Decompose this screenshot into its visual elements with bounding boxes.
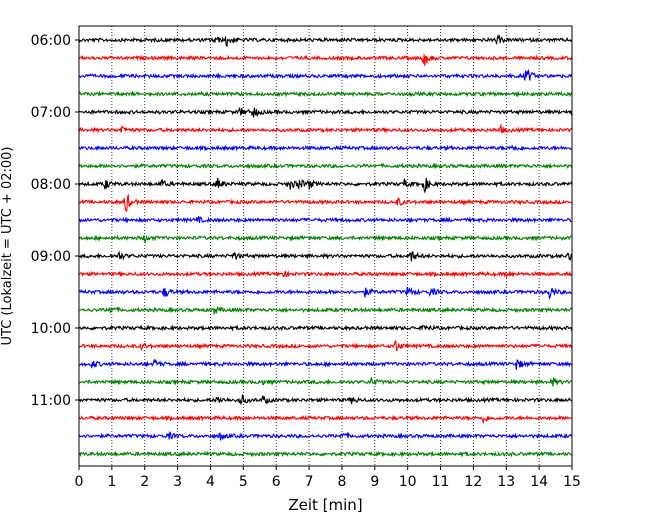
trace-line — [78, 53, 573, 66]
seismic-traces — [78, 33, 573, 458]
x-tick-label: 8 — [337, 474, 346, 490]
y-tick-label: 10:00 — [31, 321, 71, 337]
trace-line — [78, 450, 573, 458]
trace-line — [78, 286, 573, 300]
x-tick-label: 1 — [107, 474, 116, 490]
y-axis-ticks: 06:00 07:00 08:00 09:00 10:00 11:00 — [31, 33, 79, 409]
trace-line — [78, 90, 573, 98]
x-tick-label: 14 — [530, 474, 548, 490]
x-tick-label: 4 — [206, 474, 215, 490]
trace-line — [78, 123, 573, 134]
y-tick-label: 06:00 — [31, 33, 71, 49]
trace-line — [78, 144, 573, 152]
trace-line — [78, 339, 573, 352]
trace-line — [78, 234, 573, 244]
y-tick-label: 09:00 — [31, 249, 71, 265]
trace-line — [78, 358, 573, 370]
trace-line — [78, 107, 573, 118]
trace-line — [78, 250, 573, 262]
x-tick-label: 3 — [173, 474, 182, 490]
x-tick-label: 2 — [140, 474, 149, 490]
x-tick-label: 12 — [464, 474, 482, 490]
trace-line — [78, 430, 573, 441]
x-tick-label: 9 — [370, 474, 379, 490]
trace-line — [78, 393, 573, 406]
x-tick-label: 10 — [399, 474, 417, 490]
trace-line — [78, 33, 573, 47]
trace-line — [78, 324, 573, 332]
x-tick-label: 5 — [239, 474, 248, 490]
plot-area-background — [79, 26, 572, 466]
trace-line — [78, 414, 573, 425]
x-tick-label: 13 — [497, 474, 515, 490]
x-tick-label: 6 — [272, 474, 281, 490]
vertical-grid — [111, 26, 540, 466]
x-tick-label: 7 — [305, 474, 314, 490]
trace-line — [78, 69, 573, 81]
plot-frame — [78, 25, 573, 467]
x-axis-ticks: 0 1 2 3 4 5 6 7 8 9 10 11 12 13 14 15 — [75, 466, 581, 490]
y-tick-label: 08:00 — [31, 177, 71, 193]
trace-line — [78, 216, 573, 224]
y-axis-title: UTC (Lokalzeit = UTC + 02:00) — [0, 147, 15, 346]
x-tick-label: 15 — [563, 474, 581, 490]
trace-line — [78, 305, 573, 315]
x-tick-label: 0 — [75, 474, 84, 490]
trace-line — [78, 377, 573, 387]
y-tick-label: 07:00 — [31, 105, 71, 121]
x-tick-label: 11 — [432, 474, 450, 490]
y-tick-label: 11:00 — [31, 393, 71, 409]
trace-line — [78, 270, 573, 278]
trace-line — [78, 162, 573, 170]
trace-line — [78, 177, 573, 194]
trace-line — [78, 193, 573, 213]
x-axis-title: Zeit [min] — [288, 496, 362, 514]
